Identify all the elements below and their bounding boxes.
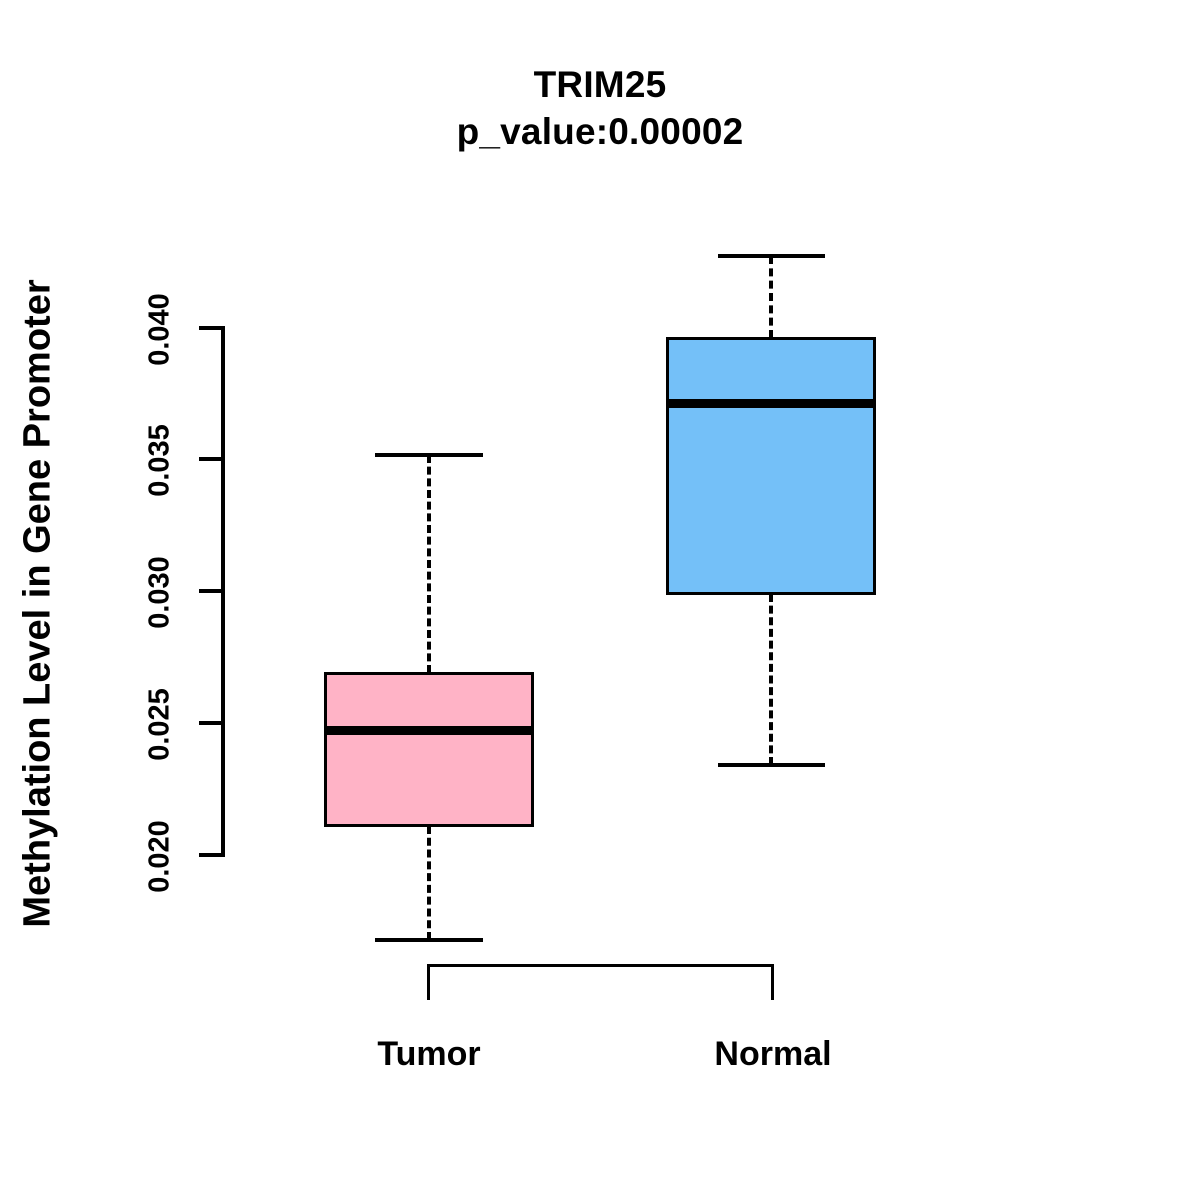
title-block: TRIM25 p_value:0.00002	[0, 62, 1200, 156]
y-tick-label-0.025: 0.025	[143, 688, 176, 761]
tumor-box	[324, 672, 534, 827]
y-tick-0.025	[199, 721, 225, 725]
tumor-lower-whisker-cap	[375, 938, 483, 942]
normal-lower-whisker-cap	[718, 763, 825, 767]
x-axis-line	[427, 964, 774, 967]
tumor-upper-whisker-cap	[375, 453, 483, 457]
y-tick-label-0.040: 0.040	[143, 293, 176, 366]
page-title: TRIM25	[533, 64, 667, 105]
x-tick-normal	[771, 964, 774, 1000]
normal-lower-whisker	[769, 594, 773, 765]
x-tick-label-tumor: Tumor	[377, 1035, 481, 1073]
normal-upper-whisker	[769, 256, 773, 338]
x-tick-tumor	[427, 964, 430, 1000]
y-tick-label-0.020: 0.020	[143, 820, 176, 893]
y-tick-0.020	[199, 853, 225, 857]
y-tick-0.030	[199, 589, 225, 593]
tumor-lower-whisker	[427, 826, 431, 940]
normal-box	[666, 337, 876, 595]
tumor-median-line	[324, 726, 534, 735]
y-tick-0.035	[199, 457, 225, 461]
y-tick-label-0.035: 0.035	[143, 424, 176, 497]
pvalue-subtitle: p_value:0.00002	[456, 111, 744, 152]
y-tick-0.040	[199, 326, 225, 330]
y-tick-label-0.030: 0.030	[143, 556, 176, 629]
x-tick-label-normal: Normal	[714, 1035, 832, 1073]
normal-upper-whisker-cap	[718, 254, 825, 258]
y-axis-label: Methylation Level in Gene Promoter	[16, 279, 59, 928]
tumor-upper-whisker	[427, 455, 431, 673]
normal-median-line	[666, 399, 876, 408]
